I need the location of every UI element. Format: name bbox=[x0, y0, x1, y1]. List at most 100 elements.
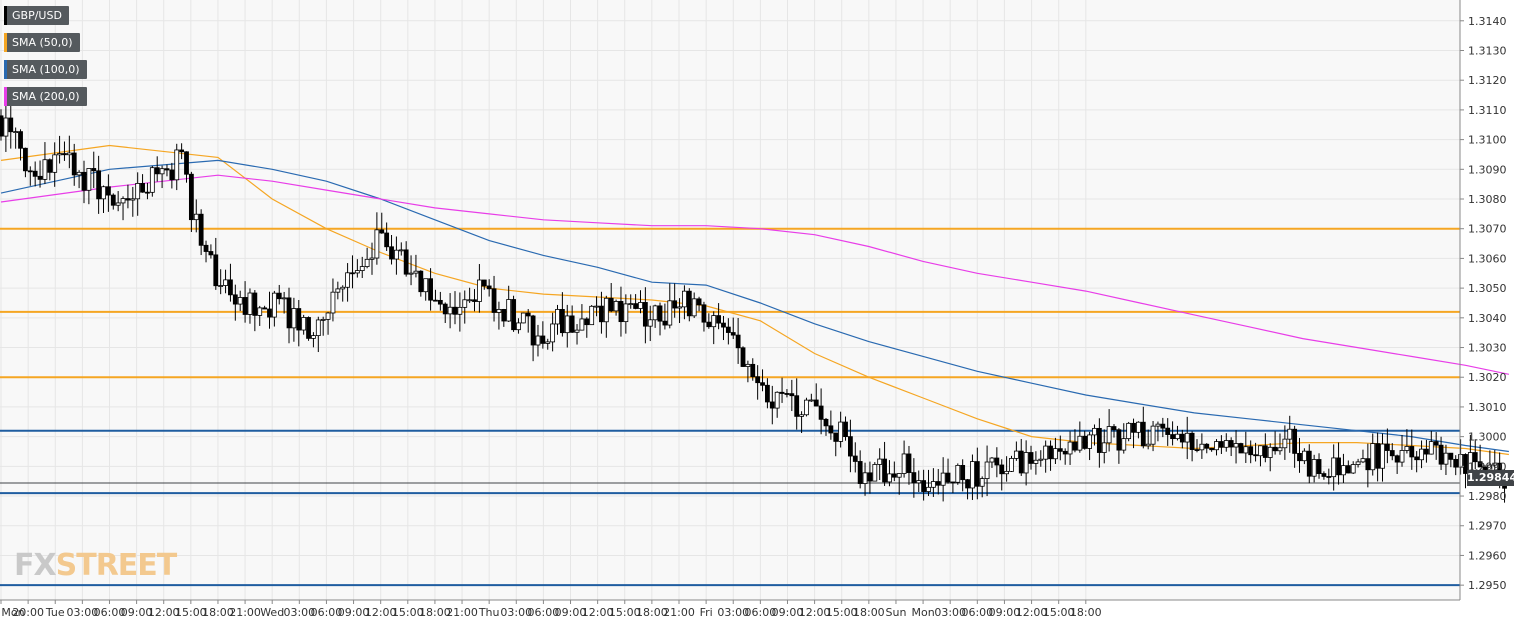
candle-body bbox=[926, 486, 931, 492]
candle-body bbox=[350, 272, 355, 275]
candle-body bbox=[721, 322, 726, 328]
candle-body bbox=[384, 232, 390, 248]
candle-body bbox=[1067, 441, 1073, 455]
candle-body bbox=[1292, 428, 1298, 454]
candle-body bbox=[164, 168, 170, 171]
candle-body bbox=[769, 401, 775, 409]
candle-body bbox=[101, 186, 106, 200]
candle-body bbox=[291, 308, 297, 329]
candle-body bbox=[403, 249, 409, 275]
time-tick-label: 18:00 bbox=[202, 606, 234, 619]
time-tick-label: 21:00 bbox=[663, 606, 695, 619]
candle-body bbox=[686, 290, 692, 317]
candle-body bbox=[18, 131, 23, 149]
candle-body bbox=[1355, 461, 1361, 465]
candle-body bbox=[1165, 427, 1171, 435]
candle-body bbox=[1253, 454, 1258, 457]
candle-body bbox=[1443, 452, 1449, 465]
candle-body bbox=[945, 472, 951, 483]
legend-sma100[interactable]: SMA (100,0) bbox=[4, 60, 87, 79]
candle-body bbox=[491, 288, 497, 313]
candle-body bbox=[808, 399, 814, 402]
candle-body bbox=[354, 270, 360, 274]
price-axis: 1.3140 1.3130 1.3120 1.3110 1.3100 1.3090 1.30… bbox=[1459, 0, 1507, 600]
time-tick-label: 03:00 bbox=[934, 606, 966, 619]
candle-body bbox=[481, 279, 487, 287]
candle-body bbox=[1082, 435, 1088, 449]
candle-body bbox=[1472, 452, 1478, 463]
candle-body bbox=[1384, 443, 1390, 451]
candle-body bbox=[1121, 438, 1127, 451]
legend-sma200[interactable]: SMA (200,0) bbox=[4, 87, 87, 106]
candle-body bbox=[125, 198, 131, 201]
candle-body bbox=[27, 170, 33, 173]
legend-sma100-label: SMA (100,0) bbox=[12, 63, 80, 76]
time-tick-label: 09:00 bbox=[989, 606, 1021, 619]
candle-body bbox=[603, 297, 609, 323]
time-tick-label: 15:00 bbox=[1043, 606, 1075, 619]
candle-body bbox=[286, 297, 292, 329]
time-tick-label: Tue bbox=[45, 606, 65, 619]
candle-body bbox=[213, 254, 219, 287]
candle-body bbox=[359, 266, 365, 271]
symbol-swatch bbox=[4, 6, 7, 25]
candle-body bbox=[935, 481, 941, 486]
candle-body bbox=[779, 391, 785, 394]
candle-body bbox=[296, 308, 302, 331]
candle-body bbox=[1438, 444, 1444, 465]
time-tick-label: 09:00 bbox=[338, 606, 370, 619]
candle-body bbox=[301, 317, 307, 331]
price-tick-label: 1.2980 bbox=[1468, 490, 1507, 503]
candle-body bbox=[667, 300, 673, 326]
candle-body bbox=[725, 326, 731, 333]
time-tick-label: 06:00 bbox=[94, 606, 126, 619]
legend-sma50-label: SMA (50,0) bbox=[12, 36, 73, 49]
candle-body bbox=[501, 309, 507, 322]
candle-body bbox=[618, 301, 624, 323]
candle-body bbox=[1228, 440, 1234, 448]
candle-body bbox=[745, 363, 751, 367]
candle-body bbox=[750, 363, 756, 378]
candle-body bbox=[105, 186, 111, 196]
time-tick-label: 15:00 bbox=[175, 606, 207, 619]
price-tick-label: 1.3010 bbox=[1468, 401, 1507, 414]
candle-body bbox=[1028, 452, 1034, 464]
candle-body bbox=[145, 191, 150, 194]
price-tick-label: 1.3000 bbox=[1468, 431, 1507, 444]
candle-body bbox=[1175, 433, 1180, 440]
candle-body bbox=[398, 249, 404, 252]
fxstreet-logo: FXSTREET bbox=[14, 548, 177, 583]
time-tick-label: 09:00 bbox=[121, 606, 153, 619]
candle-body bbox=[281, 297, 287, 300]
candle-body bbox=[1238, 443, 1244, 454]
candle-body bbox=[1013, 450, 1019, 459]
candle-body bbox=[1184, 432, 1190, 443]
horizontal-levels bbox=[0, 227, 1460, 587]
time-tick-label: 21:00 bbox=[446, 606, 478, 619]
price-tick-label: 1.3020 bbox=[1468, 371, 1507, 384]
candle-body bbox=[838, 421, 844, 442]
candle-body bbox=[1136, 421, 1141, 433]
candle-body bbox=[169, 169, 175, 181]
candle-body bbox=[237, 297, 243, 305]
time-tick-label: 15:00 bbox=[392, 606, 424, 619]
legend-sma50[interactable]: SMA (50,0) bbox=[4, 33, 80, 52]
candle-body bbox=[1282, 438, 1288, 449]
candle-body bbox=[76, 171, 82, 176]
candle-body bbox=[1370, 443, 1376, 471]
candle-body bbox=[1360, 458, 1366, 463]
time-tick-label: 12:00 bbox=[1016, 606, 1048, 619]
price-tick-label: 1.3050 bbox=[1468, 282, 1507, 295]
candle-body bbox=[1106, 426, 1112, 444]
candle-body bbox=[930, 481, 936, 488]
candle-body bbox=[472, 299, 477, 302]
price-tick-label: 1.2970 bbox=[1468, 520, 1507, 533]
legend-symbol[interactable]: GBP/USD bbox=[4, 6, 69, 25]
candle-body bbox=[647, 319, 653, 327]
candle-body bbox=[154, 167, 160, 175]
candle-body bbox=[965, 479, 970, 489]
candle-body bbox=[1057, 448, 1063, 452]
candle-body bbox=[662, 320, 668, 326]
price-tick-label: 1.2960 bbox=[1468, 549, 1507, 562]
